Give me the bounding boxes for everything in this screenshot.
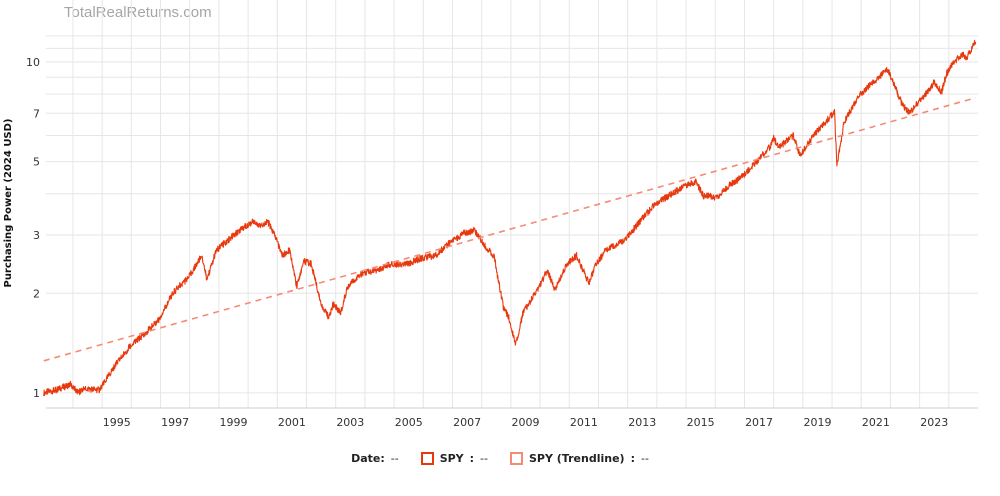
legend-item-spy-trendline[interactable]: SPY (Trendline): -- xyxy=(510,452,649,465)
x-tick-label: 2007 xyxy=(453,416,481,429)
legend-colon: : xyxy=(630,452,635,465)
x-tick-label: 2013 xyxy=(628,416,656,429)
x-tick-label: 2001 xyxy=(278,416,306,429)
x-tick-label: 2005 xyxy=(395,416,423,429)
x-axis: 1995 1997 1999 2001 2003 2005 2007 2009 2011 2013… xyxy=(103,416,948,429)
x-tick-label: 2015 xyxy=(687,416,715,429)
y-tick-label: 7 xyxy=(33,107,40,120)
legend-spy-label: SPY xyxy=(439,452,464,465)
x-tick-label: 2011 xyxy=(570,416,598,429)
y-axis: 1 2 3 5 7 10 xyxy=(26,56,40,400)
legend-trendline-value: -- xyxy=(640,452,649,465)
legend-date-value: -- xyxy=(390,452,399,465)
line-chart[interactable]: 1 2 3 5 7 10 1995 1997 1999 2001 2003 2005 2007 2009… xyxy=(0,0,1000,445)
y-tick-label: 10 xyxy=(26,56,40,69)
series-line-spy[interactable] xyxy=(43,40,977,397)
legend-colon: : xyxy=(469,452,475,465)
legend: Date: -- SPY: -- SPY (Trendline): -- xyxy=(0,452,1000,465)
watermark: TotalRealReturns.com xyxy=(64,4,212,21)
legend-swatch-icon xyxy=(420,452,434,465)
legend-swatch-icon xyxy=(510,452,523,465)
x-tick-label: 2009 xyxy=(511,416,539,429)
x-tick-label: 1997 xyxy=(161,416,189,429)
x-tick-label: 2017 xyxy=(745,416,773,429)
legend-trendline-label: SPY (Trendline) xyxy=(529,452,625,465)
grid xyxy=(46,0,978,409)
x-tick-label: 2003 xyxy=(336,416,364,429)
series-line-spy-trendline[interactable] xyxy=(43,97,976,362)
y-axis-title: Purchasing Power (2024 USD) xyxy=(3,118,14,287)
legend-item-spy[interactable]: SPY: -- xyxy=(420,452,488,465)
y-tick-label: 1 xyxy=(33,387,40,400)
x-tick-label: 2021 xyxy=(862,416,890,429)
x-tick-label: 1995 xyxy=(103,416,131,429)
legend-spy-value: -- xyxy=(480,452,488,465)
x-tick-label: 2019 xyxy=(803,416,831,429)
x-tick-label: 2023 xyxy=(920,416,948,429)
y-tick-label: 5 xyxy=(33,156,40,169)
series-layer xyxy=(43,40,977,397)
x-tick-label: 1999 xyxy=(220,416,248,429)
legend-date: Date: -- xyxy=(351,452,399,465)
y-tick-label: 2 xyxy=(33,287,40,300)
legend-date-label: Date: xyxy=(351,452,385,465)
y-tick-label: 3 xyxy=(33,229,40,242)
